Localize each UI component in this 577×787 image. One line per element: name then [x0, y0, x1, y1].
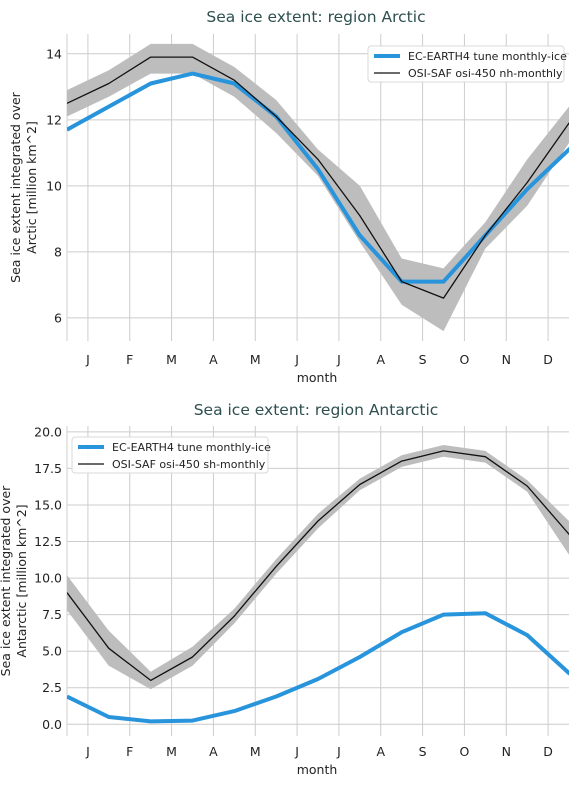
- x-tick-label: D: [543, 352, 553, 367]
- x-tick-label: M: [250, 744, 261, 759]
- x-tick-label: O: [459, 744, 469, 759]
- legend-frame: [71, 436, 269, 474]
- data-layer: [67, 43, 569, 332]
- x-tick-label: F: [126, 744, 133, 759]
- y-tick-label: 6: [54, 310, 62, 325]
- antarctic-chart: 0.0 2.5 5.0 7.5 10.0 12.5 15.0 17.5 20.0 J F M A M J J A…: [0, 401, 569, 777]
- arctic-chart: 6 8 10 12 14 J F M A M J J A S O N D Sea ice extent: regi…: [8, 8, 569, 385]
- x-tick-label: D: [543, 744, 553, 759]
- x-tick-label: M: [166, 352, 177, 367]
- x-tick-label: J: [336, 744, 341, 759]
- legend: EC-EARTH4 tune monthly-ice OSI-SAF osi-45…: [71, 436, 271, 474]
- x-tick-label: J: [336, 352, 341, 367]
- legend: EC-EARTH4 tune monthly-ice OSI-SAF osi-45…: [367, 45, 567, 83]
- y-axis-label: Arctic [million km^2]: [24, 121, 39, 254]
- x-tick-label: S: [419, 744, 427, 759]
- legend-label: OSI-SAF osi-450 sh-monthly: [112, 458, 266, 471]
- x-tick-label: S: [419, 352, 427, 367]
- legend-label: EC-EARTH4 tune monthly-ice: [112, 441, 271, 454]
- y-tick-label: 2.5: [42, 680, 62, 695]
- y-tick-label: 17.5: [34, 461, 62, 476]
- y-tick-label: 12.5: [34, 534, 62, 549]
- obs-uncertainty-band: [67, 43, 569, 332]
- y-tick-label: 8: [54, 244, 62, 259]
- x-tick-label: J: [294, 352, 299, 367]
- x-tick-label: J: [85, 744, 90, 759]
- x-tick-label: J: [85, 352, 90, 367]
- obs-uncertainty-band: [67, 445, 569, 690]
- y-tick-label: 5.0: [42, 644, 62, 659]
- x-tick-label: O: [459, 352, 469, 367]
- x-axis-label: month: [297, 370, 338, 385]
- chart-title: Sea ice extent: region Antarctic: [194, 401, 439, 419]
- y-tick-label: 0.0: [42, 717, 62, 732]
- x-tick-label: J: [294, 744, 299, 759]
- model-series-line: [67, 71, 569, 284]
- legend-label: OSI-SAF osi-450 nh-monthly: [408, 67, 563, 80]
- y-tick-label: 7.5: [42, 607, 62, 622]
- y-tick-label: 20.0: [34, 424, 62, 439]
- x-tick-label: M: [166, 744, 177, 759]
- y-tick-label: 10: [46, 178, 62, 193]
- y-tick-label: 14: [46, 46, 62, 61]
- y-tick-label: 15.0: [34, 497, 62, 512]
- x-tick-label: M: [250, 352, 261, 367]
- model-series-line: [67, 611, 569, 724]
- y-axis-label: Sea ice extent integrated over: [8, 91, 23, 282]
- x-axis-label: month: [297, 762, 338, 777]
- chart-title: Sea ice extent: region Arctic: [206, 8, 425, 26]
- x-tick-label: A: [209, 352, 218, 367]
- x-tick-label: A: [376, 744, 385, 759]
- obs-series-line: [67, 450, 569, 682]
- obs-series-line: [67, 56, 569, 299]
- x-tick-label: N: [502, 744, 511, 759]
- data-layer: [67, 445, 569, 724]
- legend-frame: [367, 45, 565, 83]
- x-tick-label: F: [126, 352, 133, 367]
- y-tick-label: 12: [46, 112, 62, 127]
- legend-label: EC-EARTH4 tune monthly-ice: [408, 50, 567, 63]
- x-tick-label: N: [502, 352, 511, 367]
- y-axis-label: Antarctic [million km^2]: [14, 504, 29, 657]
- x-tick-label: A: [376, 352, 385, 367]
- x-tick-label: A: [209, 744, 218, 759]
- y-tick-label: 10.0: [34, 571, 62, 586]
- y-axis-label: Sea ice extent integrated over: [0, 485, 13, 676]
